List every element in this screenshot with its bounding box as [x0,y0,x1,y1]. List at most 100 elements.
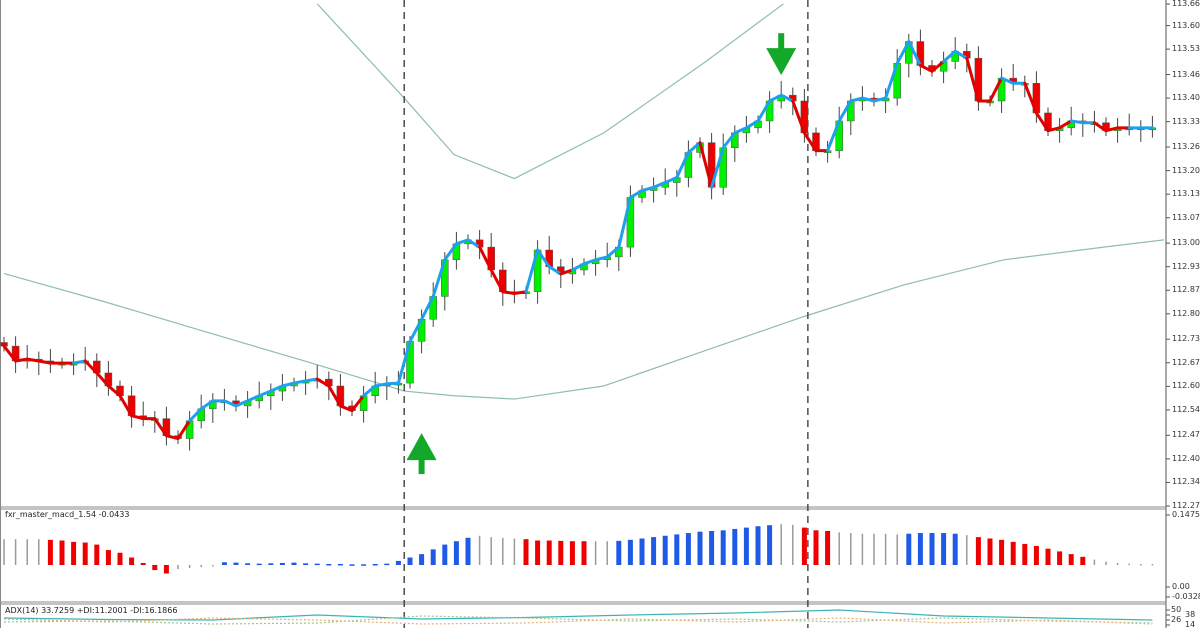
adx-tick-label: 50 [1171,605,1182,614]
macd-histogram-bar [326,563,332,566]
trend-line-segment [617,195,632,249]
macd-histogram-bar [303,563,309,565]
trend-line-segment [802,131,818,153]
trend-line-segment [1023,81,1038,115]
trend-line-segment [188,407,203,423]
trend-line-segment [524,248,540,294]
macd-tick-label: 0.00 [1172,582,1190,591]
trend-line-segment [907,40,922,67]
macd-histogram-bar [767,525,773,565]
macd-histogram-bar [245,563,251,565]
buy-arrow-icon [406,433,437,461]
trend-line-segment [362,384,377,398]
trend-line-segment [338,404,354,413]
adx-series-di [3,615,1153,625]
price-tick-label: 112.935 [1172,261,1200,271]
price-tick-label: 112.340 [1172,477,1200,487]
price-tick-label: 113.665 [1172,0,1200,8]
trend-line-segment [791,99,806,135]
trend-line-segment [942,49,957,63]
price-tick-label: 112.540 [1172,404,1200,414]
macd-histogram-bar [732,528,738,565]
macd-histogram-bar [395,560,401,565]
macd-histogram-bar [1105,561,1107,565]
macd-histogram-bar [59,540,65,565]
macd-histogram-bar [987,538,993,565]
macd-histogram-bar [743,527,749,565]
trend-line-segment [849,96,864,103]
macd-histogram-bar [430,549,436,565]
macd-histogram-bar [873,533,875,565]
trend-line-segment [570,262,586,272]
price-tick-label: 113.465 [1172,69,1200,79]
macd-histogram-bar [26,539,28,565]
macd-histogram-bar [581,541,587,565]
price-tick-label: 112.670 [1172,357,1200,367]
trend-line-segment [860,96,876,103]
trend-line-segment [698,141,714,189]
macd-histogram-bar [966,535,968,565]
macd-histogram-bar [662,535,668,565]
trend-line-segment [118,394,134,418]
sell-arrow-icon [766,48,797,76]
trend-line-segment [895,40,911,65]
macd-histogram-bar [152,565,158,571]
trend-line-segment [222,399,238,408]
trend-line-segment [373,382,389,388]
trend-line-segment [292,379,308,385]
trend-line-segment [234,399,250,408]
macd-histogram-bar [361,564,367,566]
macd-histogram-bar [569,541,575,565]
trend-line-segment [164,434,180,441]
macd-histogram-bar [163,565,169,574]
macd-histogram-bar [38,539,40,565]
trend-line-segment [953,49,969,60]
macd-histogram-bar [697,531,703,565]
trend-line-segment [1069,119,1085,125]
macd-histogram-bar [291,562,297,565]
price-tick-label: 112.735 [1172,334,1200,344]
macd-histogram-bar [1068,554,1074,565]
trend-line-segment [95,371,110,388]
macd-indicator-label: fxr_master_macd_1.54 -0.0433 [5,510,130,519]
trend-line-segment [408,317,424,343]
macd-histogram-bar [502,537,504,565]
macd-tick-label: 0.1475 [1172,510,1200,519]
macd-histogram-bar [1033,545,1039,565]
trend-line-segment [744,119,760,130]
trend-line-segment [930,59,946,73]
macd-histogram-bar [1116,562,1119,565]
trend-line-segment [1034,111,1050,133]
macd-histogram-bar [1057,551,1063,565]
trend-line-segment [1046,126,1062,133]
trend-line-segment [176,419,192,441]
adx-series-adx [3,609,1153,621]
adx-series-di [3,617,1153,625]
macd-histogram-bar [616,540,622,565]
macd-histogram-bar [755,526,761,565]
trend-line-segment [130,414,145,421]
trend-line-segment [478,245,493,272]
trend-line-segment [153,417,168,438]
macd-histogram-bar [651,537,657,565]
macd-histogram-bar [884,533,887,565]
macd-histogram-bar [627,539,633,565]
trend-line-segment [106,384,122,398]
trend-line-segment [420,294,435,321]
macd-histogram-bar [407,557,413,565]
trend-line-segment [582,258,598,266]
price-tick-label: 112.870 [1172,285,1200,295]
macd-histogram-bar [94,544,100,565]
trend-line-segment [594,255,609,262]
trend-line-segment [257,389,273,398]
macd-histogram-bar [813,530,819,565]
macd-histogram-bar [221,562,227,565]
price-tick-label: 113.265 [1172,142,1200,152]
macd-histogram-bar [117,552,123,565]
macd-histogram-bar [720,530,726,565]
trend-line-segment [652,181,667,189]
macd-histogram-bar [906,533,912,565]
trend-line-segment [733,126,748,135]
trend-line-segment [466,238,482,249]
